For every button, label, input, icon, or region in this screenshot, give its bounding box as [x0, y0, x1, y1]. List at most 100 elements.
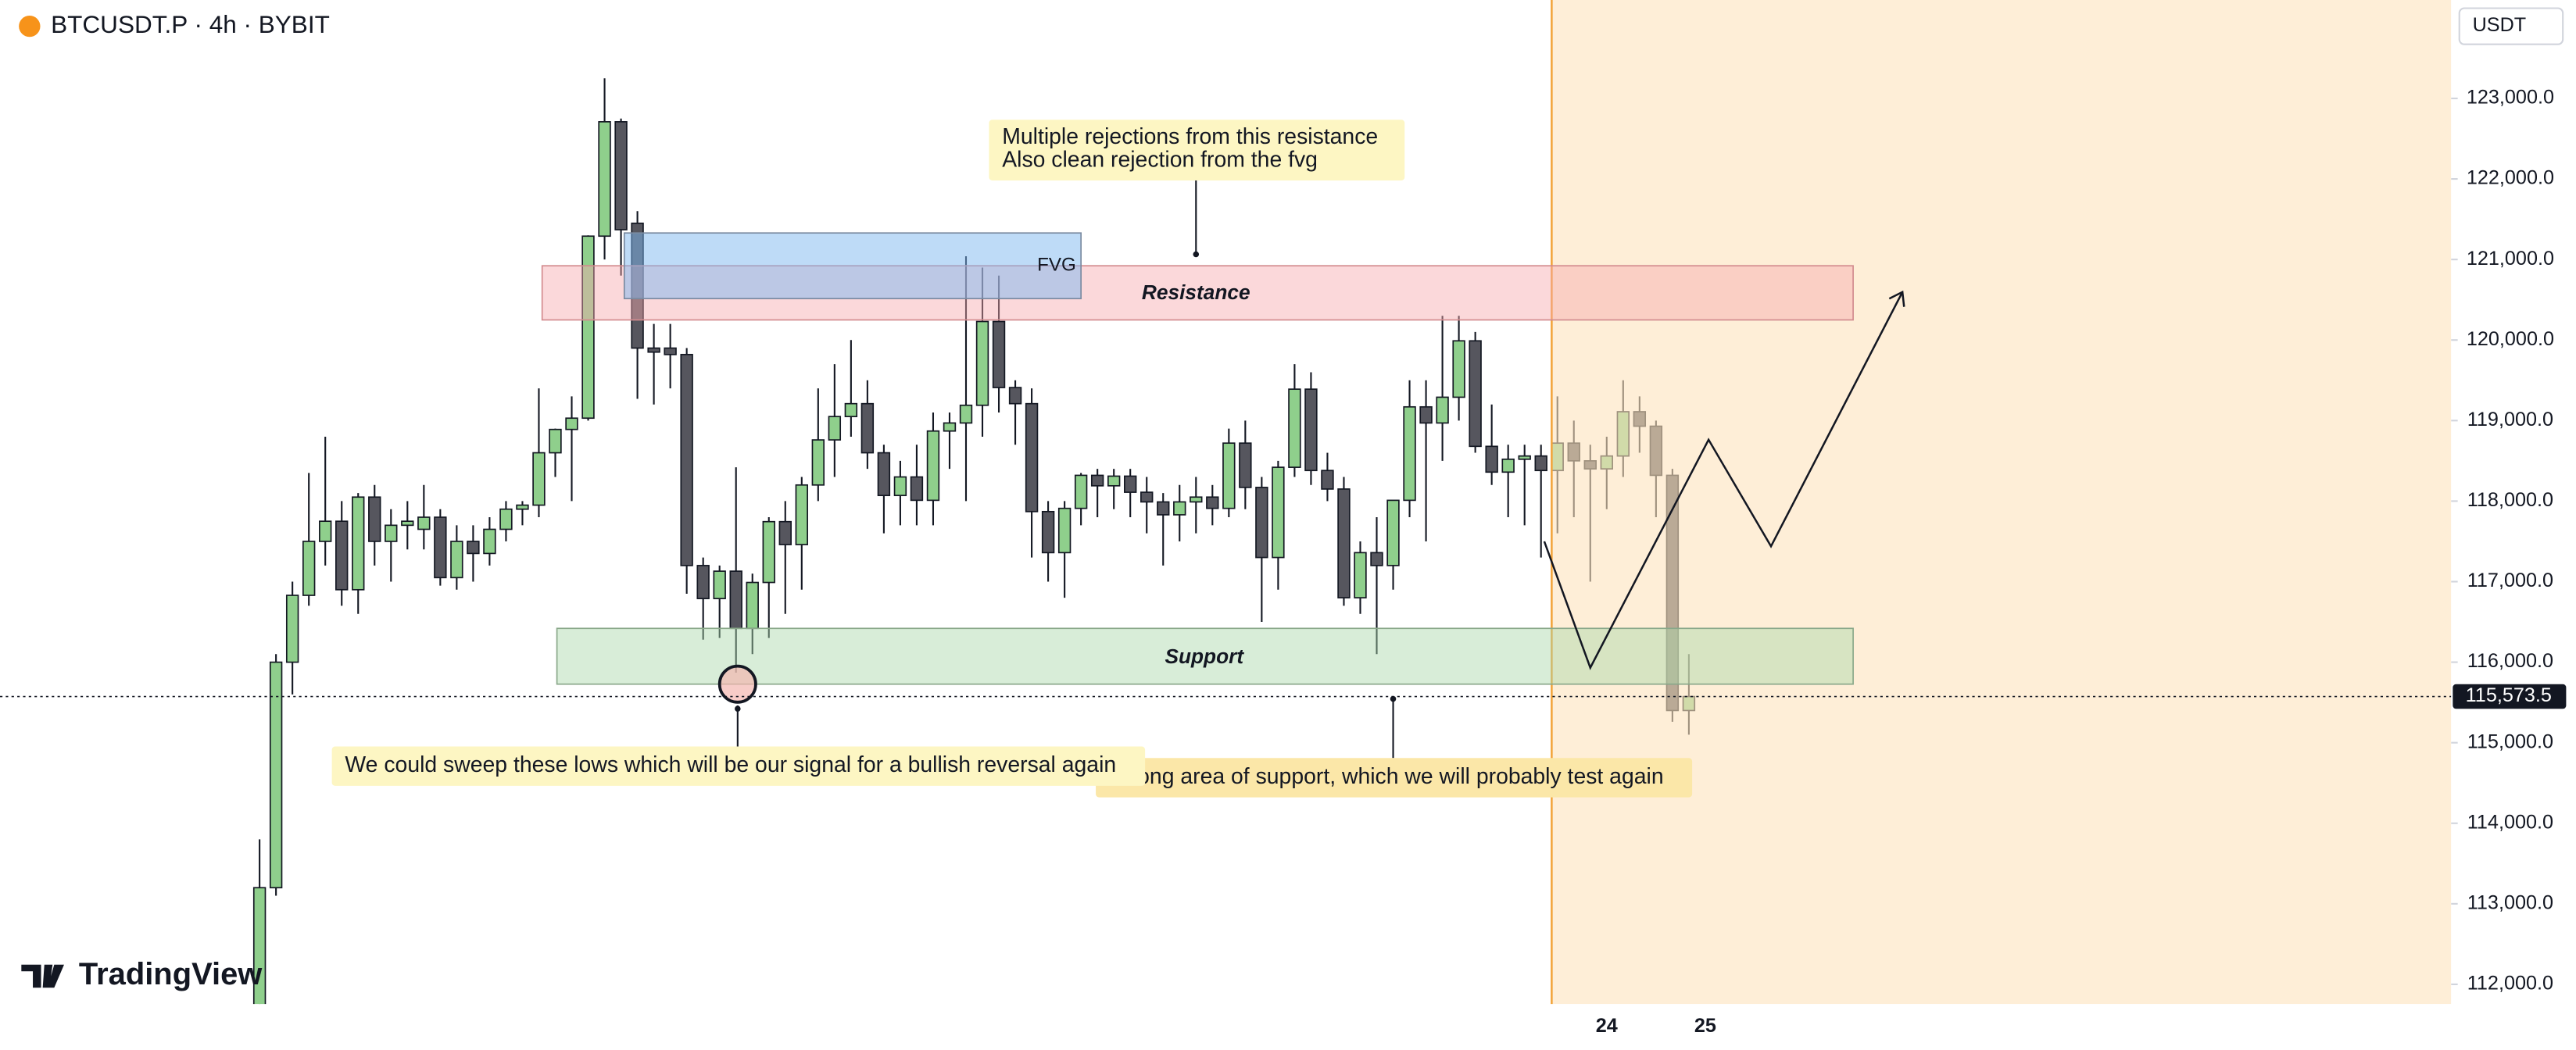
- candle-body: [1354, 552, 1367, 598]
- session-shade: [1551, 0, 2452, 1005]
- candle-body: [483, 528, 496, 555]
- candle-body: [532, 452, 546, 506]
- candle-body: [565, 417, 578, 430]
- candle-body: [269, 661, 283, 889]
- candle-body: [450, 541, 463, 579]
- candle-body: [1190, 496, 1203, 503]
- candle-body: [893, 476, 907, 497]
- candle-body: [992, 320, 1006, 388]
- symbol-icon: [19, 15, 41, 38]
- sweep-marker: [717, 664, 757, 704]
- candle-body: [1173, 501, 1186, 516]
- projection-path: [1543, 291, 1904, 670]
- candle-body: [1222, 442, 1236, 509]
- candle-body: [1272, 466, 1285, 559]
- candle-body: [1140, 491, 1154, 503]
- candle-body: [1008, 387, 1022, 405]
- candle-body: [762, 520, 775, 584]
- candle-body: [1403, 405, 1416, 502]
- candle-body: [368, 496, 381, 542]
- candle-body: [1057, 507, 1072, 554]
- candle-body: [302, 541, 316, 596]
- zone-label: Resistance: [1142, 280, 1250, 304]
- candle-body: [252, 887, 267, 1005]
- annotation-box: [331, 746, 1146, 786]
- annotation-box: [989, 120, 1405, 180]
- x-tick-label: 24: [1596, 1015, 1618, 1037]
- y-tick-label: 117,000.0: [2467, 570, 2553, 591]
- candle-body: [664, 347, 677, 355]
- candle-body: [1124, 475, 1137, 493]
- candle-body: [778, 520, 792, 545]
- currency-button[interactable]: [2458, 7, 2564, 45]
- candle-body: [614, 121, 628, 230]
- candle-body: [1090, 474, 1104, 487]
- candle-body: [975, 320, 989, 406]
- candle-body: [1452, 340, 1465, 398]
- candle-body: [746, 581, 759, 630]
- logo: TradingView: [79, 957, 263, 991]
- candle-body: [1419, 405, 1433, 424]
- axis: 112,000.0 113,000.0 114,000.0 115,000.0 116,…: [1596, 87, 2567, 1037]
- candle-body: [1157, 501, 1170, 516]
- candle-body: [1239, 442, 1252, 488]
- candle-body: [1206, 496, 1219, 509]
- currency[interactable]: USDT: [2473, 14, 2527, 36]
- candle-body: [1485, 445, 1498, 473]
- candle-body: [860, 402, 875, 454]
- y-tick-label: 121,000.0: [2467, 248, 2554, 270]
- candle-body: [499, 508, 513, 530]
- candle-body: [1469, 340, 1482, 448]
- fvg-zone: [623, 232, 1082, 300]
- candle-body: [828, 416, 842, 441]
- candle-body: [1518, 455, 1531, 460]
- candle-body: [1337, 488, 1351, 598]
- y-tick-label: 113,000.0: [2467, 892, 2553, 914]
- candle-body: [1534, 455, 1547, 472]
- support-zone: [556, 627, 1854, 685]
- candle-body: [1386, 499, 1400, 566]
- candle-body: [811, 439, 825, 486]
- symbol-title: BTCUSDT.P · 4h · BYBIT: [51, 10, 330, 38]
- candle-body: [943, 422, 957, 432]
- candle-body: [549, 428, 562, 454]
- y-tick-label: 118,000.0: [2467, 489, 2553, 511]
- callout-dot: [1390, 695, 1397, 702]
- price-scale: [2451, 0, 2576, 1050]
- candle-body: [795, 484, 808, 545]
- projection-arrow: [1888, 290, 1905, 307]
- candle-body: [1370, 552, 1383, 566]
- y-tick-label: 122,000.0: [2467, 167, 2554, 189]
- y-tick-label: 123,000.0: [2467, 87, 2554, 109]
- candle-body: [335, 520, 349, 591]
- candle-body: [647, 347, 660, 353]
- candle-body: [1436, 396, 1449, 424]
- candle-body: [467, 541, 480, 555]
- candle-body: [926, 430, 940, 502]
- y-tick-label: 120,000.0: [2467, 328, 2554, 350]
- candle-body: [516, 504, 529, 510]
- callout-dot: [1193, 251, 1200, 258]
- candle-body: [1321, 470, 1334, 490]
- candle-body: [1074, 474, 1088, 509]
- candle-body: [401, 520, 414, 527]
- annotation-text: Strong area of support, which we will pr…: [1109, 764, 1664, 789]
- candle-body: [1025, 402, 1039, 512]
- candle-body: [844, 402, 858, 418]
- candle-body: [1041, 510, 1055, 554]
- y-tick-label: 114,000.0: [2467, 811, 2553, 833]
- candle-body: [285, 595, 299, 663]
- y-tick-label: 119,000.0: [2467, 409, 2553, 430]
- candle-body: [1255, 487, 1268, 559]
- candle-body: [352, 496, 365, 591]
- annotation-text: We could sweep these lows which will be …: [345, 752, 1116, 777]
- candle-body: [598, 121, 611, 238]
- y-tick-label: 116,000.0: [2467, 650, 2553, 672]
- candle-body: [877, 452, 891, 497]
- candle-body: [680, 353, 693, 566]
- candle-body: [581, 235, 595, 420]
- candle-body: [696, 565, 710, 599]
- last-price-label: 115,573.5: [2466, 684, 2552, 706]
- candle-body: [1501, 458, 1515, 473]
